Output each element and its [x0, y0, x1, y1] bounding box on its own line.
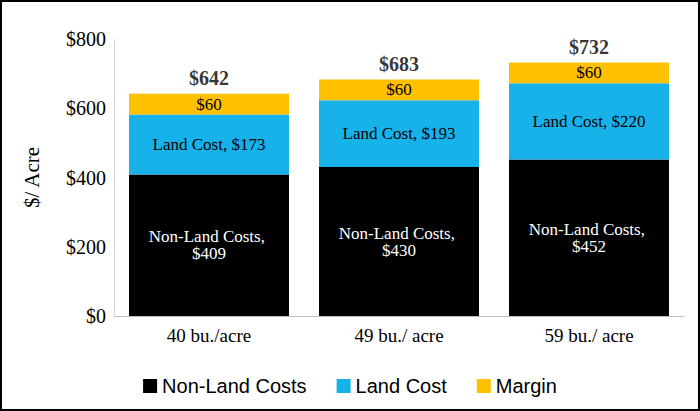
svg-text:$60: $60: [196, 95, 222, 114]
svg-text:$430: $430: [382, 241, 416, 260]
svg-text:Land Cost: Land Cost: [356, 375, 448, 397]
svg-text:40 bu./acre: 40 bu./acre: [167, 325, 251, 346]
svg-text:Land Cost, $220: Land Cost, $220: [533, 112, 646, 131]
svg-text:$732: $732: [569, 36, 609, 58]
svg-text:$600: $600: [66, 97, 106, 119]
svg-text:Land Cost, $173: Land Cost, $173: [153, 135, 266, 154]
svg-text:Non-Land Costs: Non-Land Costs: [162, 375, 307, 397]
svg-text:$200: $200: [66, 236, 106, 258]
svg-text:49 bu./ acre: 49 bu./ acre: [354, 325, 443, 346]
svg-text:$800: $800: [66, 28, 106, 50]
svg-text:Non-Land Costs,: Non-Land Costs,: [338, 223, 460, 243]
svg-text:$0: $0: [86, 305, 106, 327]
svg-text:$60: $60: [386, 80, 412, 99]
svg-text:Non-Land Costs,: Non-Land Costs,: [528, 219, 650, 239]
svg-text:$/ Acre: $/ Acre: [20, 147, 44, 208]
svg-text:$642: $642: [189, 67, 229, 89]
svg-text:Non-Land Costs,: Non-Land Costs,: [148, 227, 270, 247]
svg-text:$409: $409: [192, 244, 226, 263]
svg-text:$400: $400: [66, 167, 106, 189]
svg-text:Land Cost, $193: Land Cost, $193: [343, 124, 456, 143]
svg-text:59 bu./ acre: 59 bu./ acre: [544, 325, 633, 346]
svg-text:Margin: Margin: [496, 375, 557, 397]
svg-text:$683: $683: [379, 53, 419, 75]
svg-text:$452: $452: [572, 237, 606, 256]
svg-text:$60: $60: [576, 63, 602, 82]
